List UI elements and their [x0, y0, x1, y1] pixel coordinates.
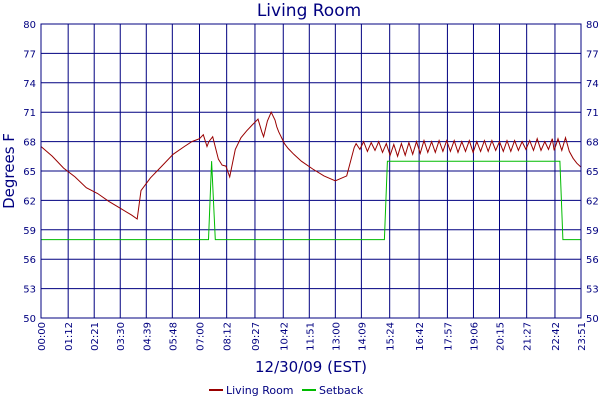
x-tick-label: 08:12	[223, 322, 234, 351]
y-tick-label-right: 80	[586, 20, 599, 31]
y-tick-label-left: 74	[23, 79, 36, 90]
grid	[40, 23, 582, 319]
y-tick-label-right: 68	[586, 138, 599, 149]
x-tick-label: 21:27	[523, 322, 534, 351]
y-tick-label-left: 56	[23, 255, 36, 266]
x-tick-label: 10:42	[279, 322, 290, 351]
y-tick-label-left: 59	[23, 226, 36, 237]
x-tick-label: 01:12	[64, 322, 75, 351]
y-tick-label-right: 71	[586, 108, 599, 119]
y-axis-label: Degrees F	[0, 133, 18, 209]
x-tick-label: 23:51	[577, 322, 588, 351]
y-tick-label-left: 71	[23, 108, 36, 119]
x-tick-labels: 00:00 01:12 02:21 03:30 04:39 05:48 07:00 08:12…	[37, 322, 588, 351]
series-line-1	[41, 160, 581, 241]
y-tick-label-right: 62	[586, 196, 599, 207]
x-tick-label: 13:00	[331, 322, 342, 351]
legend: Living Room Setback	[209, 384, 364, 397]
y-tick-label-left: 68	[23, 138, 36, 149]
y-tick-labels: 50 50 53 53 56 56 59 59 62 62 65 65 68 68 71 71 74 74 77 77…	[23, 20, 598, 325]
legend-label-0: Living Room	[226, 384, 294, 397]
y-tick-label-left: 80	[23, 20, 36, 31]
legend-label-1: Setback	[319, 384, 364, 397]
x-tick-label: 04:39	[142, 322, 153, 351]
series-line-0	[40, 111, 582, 220]
y-tick-label-left: 65	[23, 167, 36, 178]
x-tick-label: 17:57	[443, 322, 454, 351]
series-lines	[40, 111, 582, 241]
x-tick-label: 03:30	[116, 322, 127, 351]
x-tick-label: 09:27	[251, 322, 262, 351]
x-tick-label: 11:51	[305, 322, 316, 351]
x-tick-label: 20:15	[495, 322, 506, 351]
y-tick-label-left: 77	[23, 49, 36, 60]
y-tick-label-left: 62	[23, 196, 36, 207]
chart-title: Living Room	[257, 1, 361, 21]
x-tick-label: 07:00	[195, 322, 206, 351]
y-tick-label-right: 74	[586, 79, 599, 90]
y-tick-label-right: 65	[586, 167, 599, 178]
x-tick-label: 22:42	[551, 322, 562, 351]
x-tick-label: 15:24	[386, 322, 397, 351]
y-tick-label-left: 50	[23, 314, 36, 325]
y-tick-label-right: 77	[586, 49, 599, 60]
y-tick-label-right: 53	[586, 285, 599, 296]
x-tick-label: 02:21	[90, 322, 101, 351]
y-tick-label-right: 59	[586, 226, 599, 237]
plot-frame	[40, 23, 582, 319]
x-tick-label: 16:42	[415, 322, 426, 351]
y-tick-label-right: 56	[586, 255, 599, 266]
x-tick-label: 00:00	[37, 322, 48, 351]
y-tick-label-left: 53	[23, 285, 36, 296]
x-tick-label: 05:48	[168, 322, 179, 351]
x-tick-label: 14:09	[357, 322, 368, 351]
x-axis-label: 12/30/09 (EST)	[255, 358, 367, 376]
y-tick-label-right: 50	[586, 314, 599, 325]
x-tick-label: 19:06	[469, 322, 480, 351]
